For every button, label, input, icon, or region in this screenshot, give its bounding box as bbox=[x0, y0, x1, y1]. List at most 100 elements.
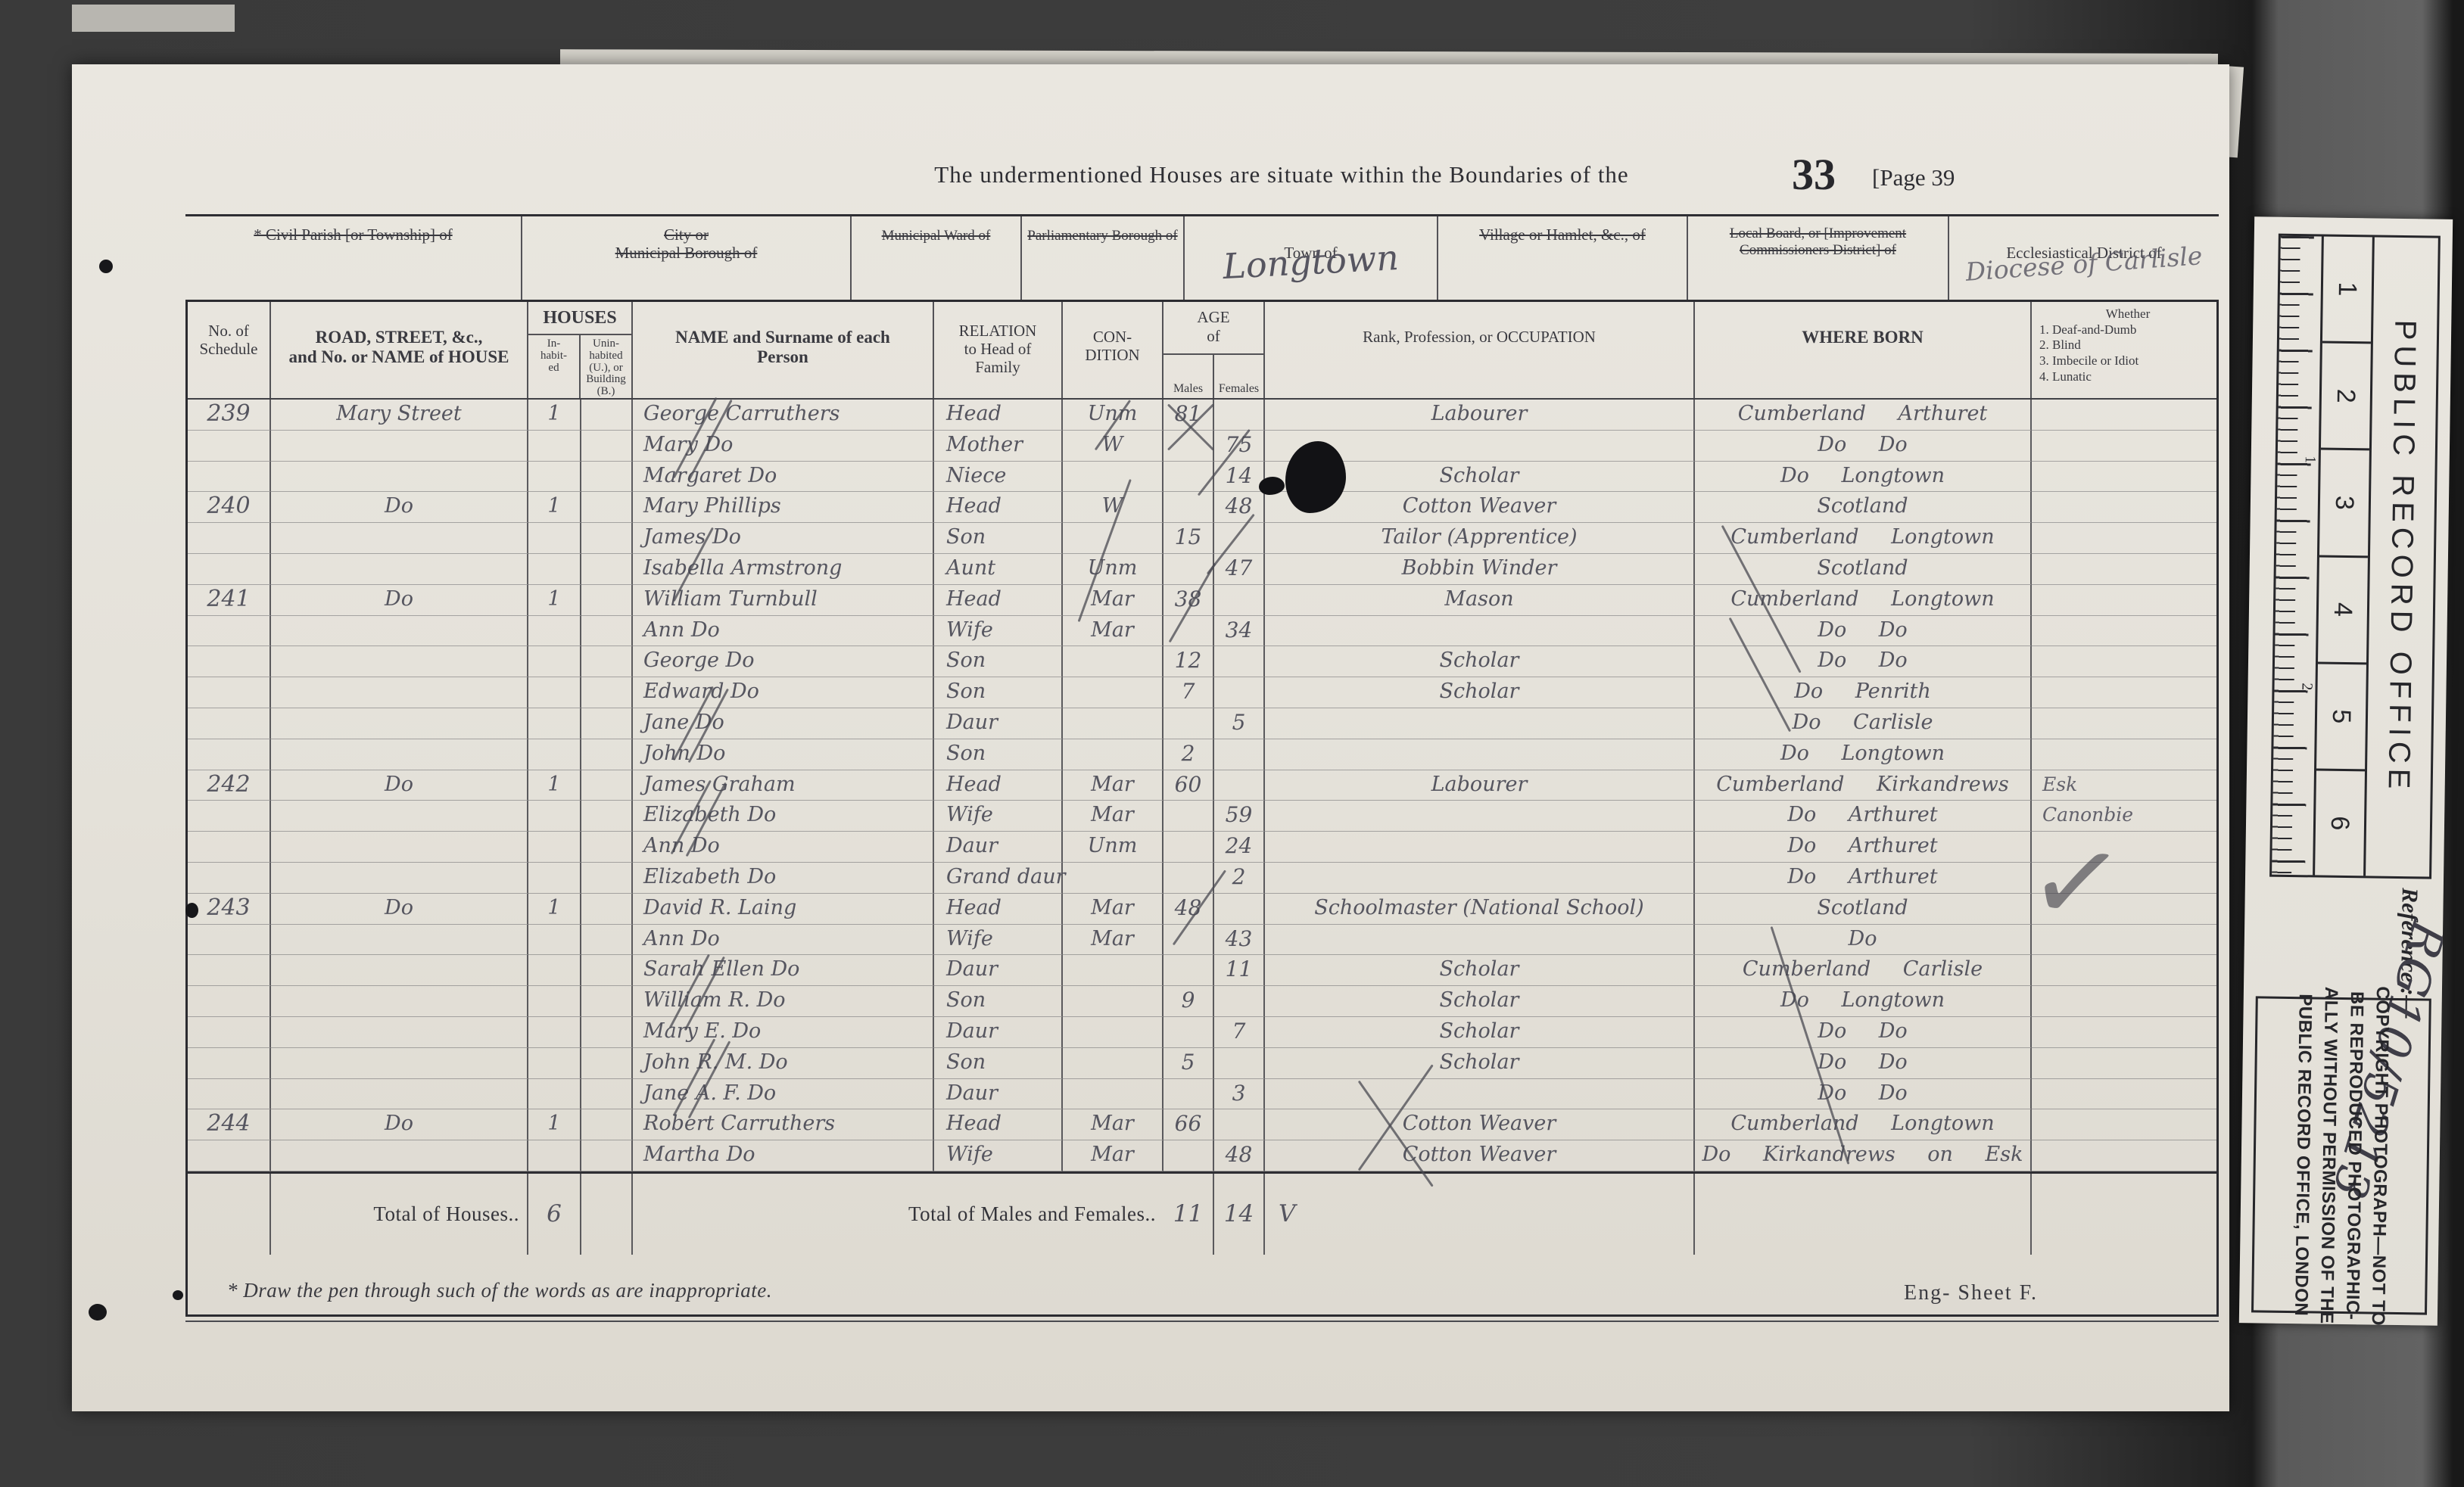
cell-infirmity-note bbox=[2032, 1017, 2216, 1048]
page-title: The undermentioned Houses are situate wi… bbox=[934, 161, 1629, 188]
table-row: Isabella Armstrong Aunt Unm 47 Bobbin Wi… bbox=[188, 553, 2216, 585]
geo-village-hamlet: Village or Hamlet, &c., of bbox=[1438, 216, 1688, 300]
cell-age-female: 48 bbox=[1214, 492, 1265, 524]
cell-road-street bbox=[271, 832, 528, 863]
cell-person-name: John Do bbox=[633, 739, 934, 770]
total-females-value: 14 bbox=[1214, 1173, 1265, 1255]
cell-road-street: Do bbox=[271, 1109, 528, 1141]
cell-schedule-number: 240 bbox=[188, 492, 271, 524]
town-handwritten-value: Longtown bbox=[1221, 236, 1400, 288]
cell-road-street: Do bbox=[271, 893, 528, 925]
cell-occupation bbox=[1265, 739, 1695, 770]
cell-uninhabited bbox=[581, 1047, 633, 1079]
cell-age-male: 15 bbox=[1163, 523, 1214, 554]
cell-uninhabited bbox=[581, 801, 633, 832]
table-row: Jane Do Daur 5 Do Carlisle bbox=[188, 708, 2216, 739]
cell-condition: Mar bbox=[1063, 801, 1163, 832]
form-footnote: * Draw the pen through such of the words… bbox=[227, 1279, 772, 1302]
cell-age-female bbox=[1214, 646, 1265, 678]
totals-blank-born bbox=[1695, 1173, 2032, 1255]
cell-occupation: Schoolmaster (National School) bbox=[1265, 893, 1695, 925]
cell-inhabited bbox=[528, 430, 581, 462]
cell-where-born: Do Do bbox=[1695, 430, 2032, 462]
cell-relation: Wife bbox=[934, 801, 1063, 832]
cell-person-name: David R. Laing bbox=[633, 893, 934, 925]
cell-condition bbox=[1063, 1047, 1163, 1079]
cell-condition: Mar bbox=[1063, 1109, 1163, 1141]
copyright-notice-box: COPYRIGHT PHOTOGRAPH—NOT TO BE REPRODUCE… bbox=[2251, 986, 2431, 1326]
cell-age-male: 9 bbox=[1163, 986, 1214, 1017]
cell-age-female: 24 bbox=[1214, 832, 1265, 863]
cell-condition bbox=[1063, 523, 1163, 554]
pro-reference-strip: PUBLIC RECORD OFFICE 1 2 3 4 5 6 1 2 Ref… bbox=[2238, 216, 2453, 1326]
cell-road-street: Mary Street bbox=[271, 400, 528, 431]
cell-age-male bbox=[1163, 492, 1214, 524]
cell-inhabited bbox=[528, 739, 581, 770]
cell-where-born: Do Do bbox=[1695, 615, 2032, 647]
cell-where-born: Cumberland Longtown bbox=[1695, 584, 2032, 616]
pro-office-title: PUBLIC RECORD OFFICE bbox=[2363, 237, 2438, 877]
geo-town: Town of Longtown bbox=[1185, 216, 1438, 300]
cell-road-street bbox=[271, 1140, 528, 1171]
cell-schedule-number bbox=[188, 1140, 271, 1171]
header-schedule: No. of Schedule bbox=[188, 302, 271, 398]
table-row: John Do Son 2 Do Longtown bbox=[188, 739, 2216, 770]
cell-uninhabited bbox=[581, 400, 633, 431]
cell-schedule-number bbox=[188, 708, 271, 739]
ruler-inch-1: 1 bbox=[2301, 456, 2319, 464]
cell-uninhabited bbox=[581, 430, 633, 462]
table-row: Sarah Ellen Do Daur 11 Scholar Cumberlan… bbox=[188, 955, 2216, 987]
cell-where-born: Do Arthuret bbox=[1695, 832, 2032, 863]
cell-age-female bbox=[1214, 893, 1265, 925]
geo-municipal-borough: City or Municipal Borough of bbox=[522, 216, 852, 300]
cell-age-female bbox=[1214, 677, 1265, 708]
ink-dot bbox=[99, 260, 113, 273]
cell-relation: Daur bbox=[934, 1016, 1063, 1048]
cell-occupation: Scholar bbox=[1265, 677, 1695, 708]
cell-inhabited: 1 bbox=[528, 584, 581, 616]
cell-inhabited bbox=[528, 646, 581, 678]
cell-where-born: Do Do bbox=[1695, 1078, 2032, 1110]
cell-schedule-number: 242 bbox=[188, 770, 271, 801]
cell-age-male bbox=[1163, 1140, 1214, 1171]
cell-occupation bbox=[1265, 862, 1695, 894]
cell-person-name: James Do bbox=[633, 523, 934, 554]
cell-road-street bbox=[271, 1016, 528, 1048]
table-row: Elizabeth Do Grand daur 2 Do Arthuret bbox=[188, 862, 2216, 894]
totals-blank-notes bbox=[2032, 1174, 2216, 1255]
header-inhabited: In- habit- ed bbox=[540, 338, 567, 374]
cell-road-street bbox=[271, 986, 528, 1017]
cell-condition: Unm bbox=[1063, 832, 1163, 863]
cell-schedule-number: 239 bbox=[188, 400, 271, 431]
header-houses-group: HOUSES In- habit- ed Unin- habited (U.),… bbox=[528, 302, 633, 398]
geo-civil-parish: * Civil Parish [or Township] of bbox=[185, 216, 522, 300]
cell-uninhabited bbox=[581, 553, 633, 585]
cell-road-street bbox=[271, 801, 528, 832]
cell-condition: Unm bbox=[1063, 400, 1163, 431]
cell-infirmity-note: Canonbie bbox=[2032, 801, 2216, 832]
cell-occupation: Scholar bbox=[1265, 1016, 1695, 1048]
cell-relation: Head bbox=[934, 1109, 1063, 1141]
cell-condition: Mar bbox=[1063, 924, 1163, 956]
cell-age-male bbox=[1163, 924, 1214, 956]
cell-schedule-number bbox=[188, 1016, 271, 1048]
cell-road-street bbox=[271, 739, 528, 770]
cell-condition bbox=[1063, 862, 1163, 894]
cell-inhabited bbox=[528, 523, 581, 554]
cell-inhabited bbox=[528, 708, 581, 739]
cell-age-female: 7 bbox=[1214, 1016, 1265, 1048]
cell-schedule-number: 243 bbox=[188, 893, 271, 925]
cell-uninhabited bbox=[581, 677, 633, 708]
cell-schedule-number bbox=[188, 1078, 271, 1110]
cell-person-name: Jane Do bbox=[633, 708, 934, 739]
cell-relation: Son bbox=[934, 739, 1063, 770]
table-row: Ann Do Daur Unm 24 Do Arthuret bbox=[188, 832, 2216, 863]
ink-blot bbox=[1285, 441, 1346, 513]
cell-where-born: Do Do bbox=[1695, 1047, 2032, 1079]
folio-number: 33 bbox=[1792, 150, 1836, 199]
cell-age-male: 12 bbox=[1163, 646, 1214, 678]
cell-infirmity-note bbox=[2032, 677, 2216, 708]
cell-occupation: Scholar bbox=[1265, 461, 1695, 493]
table-row: James Do Son 15 Tailor (Apprentice) Cumb… bbox=[188, 523, 2216, 554]
cell-where-born: Cumberland Longtown bbox=[1695, 1109, 2032, 1141]
